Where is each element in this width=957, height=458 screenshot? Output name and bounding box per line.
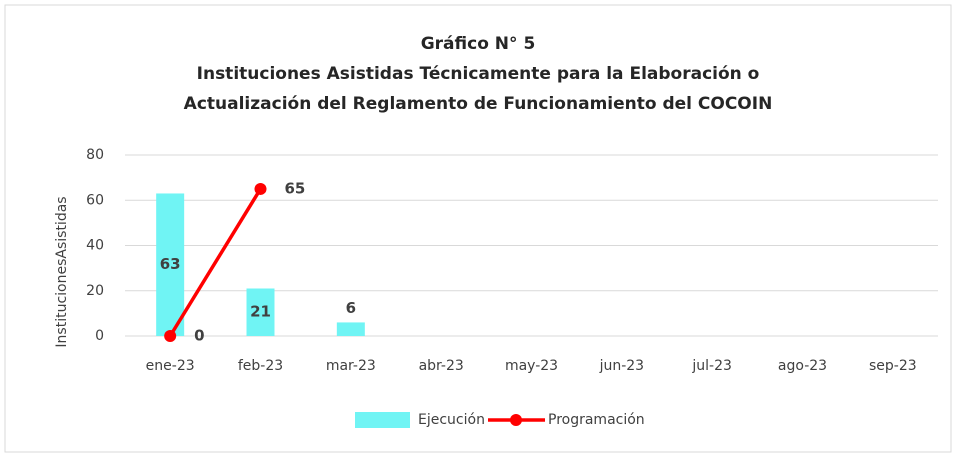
chart-title: Instituciones Asistidas Técnicamente par… (197, 64, 760, 84)
data-label: 65 (285, 179, 306, 197)
x-tick-label: feb-23 (238, 358, 283, 374)
y-tick-label: 20 (86, 283, 104, 299)
legend-swatch (510, 414, 522, 426)
x-tick-label: ago-23 (778, 358, 827, 374)
x-tick-label: ene-23 (146, 358, 195, 374)
y-tick-label: 60 (86, 192, 104, 208)
x-tick-label: mar-23 (326, 358, 376, 374)
chart-title: Gráfico N° 5 (421, 34, 536, 54)
legend-label: Programación (548, 412, 645, 428)
data-label: 21 (250, 303, 271, 321)
bar (156, 193, 185, 336)
bar (336, 322, 365, 336)
x-tick-label: jun-23 (599, 358, 645, 374)
x-tick-label: sep-23 (869, 358, 917, 374)
y-tick-label: 0 (95, 328, 104, 344)
point (164, 330, 177, 342)
y-tick-label: 80 (86, 147, 104, 163)
bar (246, 288, 275, 336)
data-label: 0 (194, 327, 204, 345)
y-axis-label: InstitucionesAsistidas (54, 196, 70, 347)
data-label: 6 (346, 299, 356, 317)
data-label: 63 (160, 255, 181, 273)
chart-title: Actualización del Reglamento de Funciona… (184, 94, 773, 114)
line (168, 188, 262, 337)
point (254, 182, 267, 195)
x-tick-label: may-23 (505, 358, 558, 374)
y-tick-label: 40 (86, 238, 104, 254)
x-tick-label: jul-23 (691, 358, 732, 374)
legend-swatch (355, 412, 410, 428)
x-tick-label: abr-23 (419, 358, 464, 374)
legend-label: Ejecución (418, 412, 485, 428)
